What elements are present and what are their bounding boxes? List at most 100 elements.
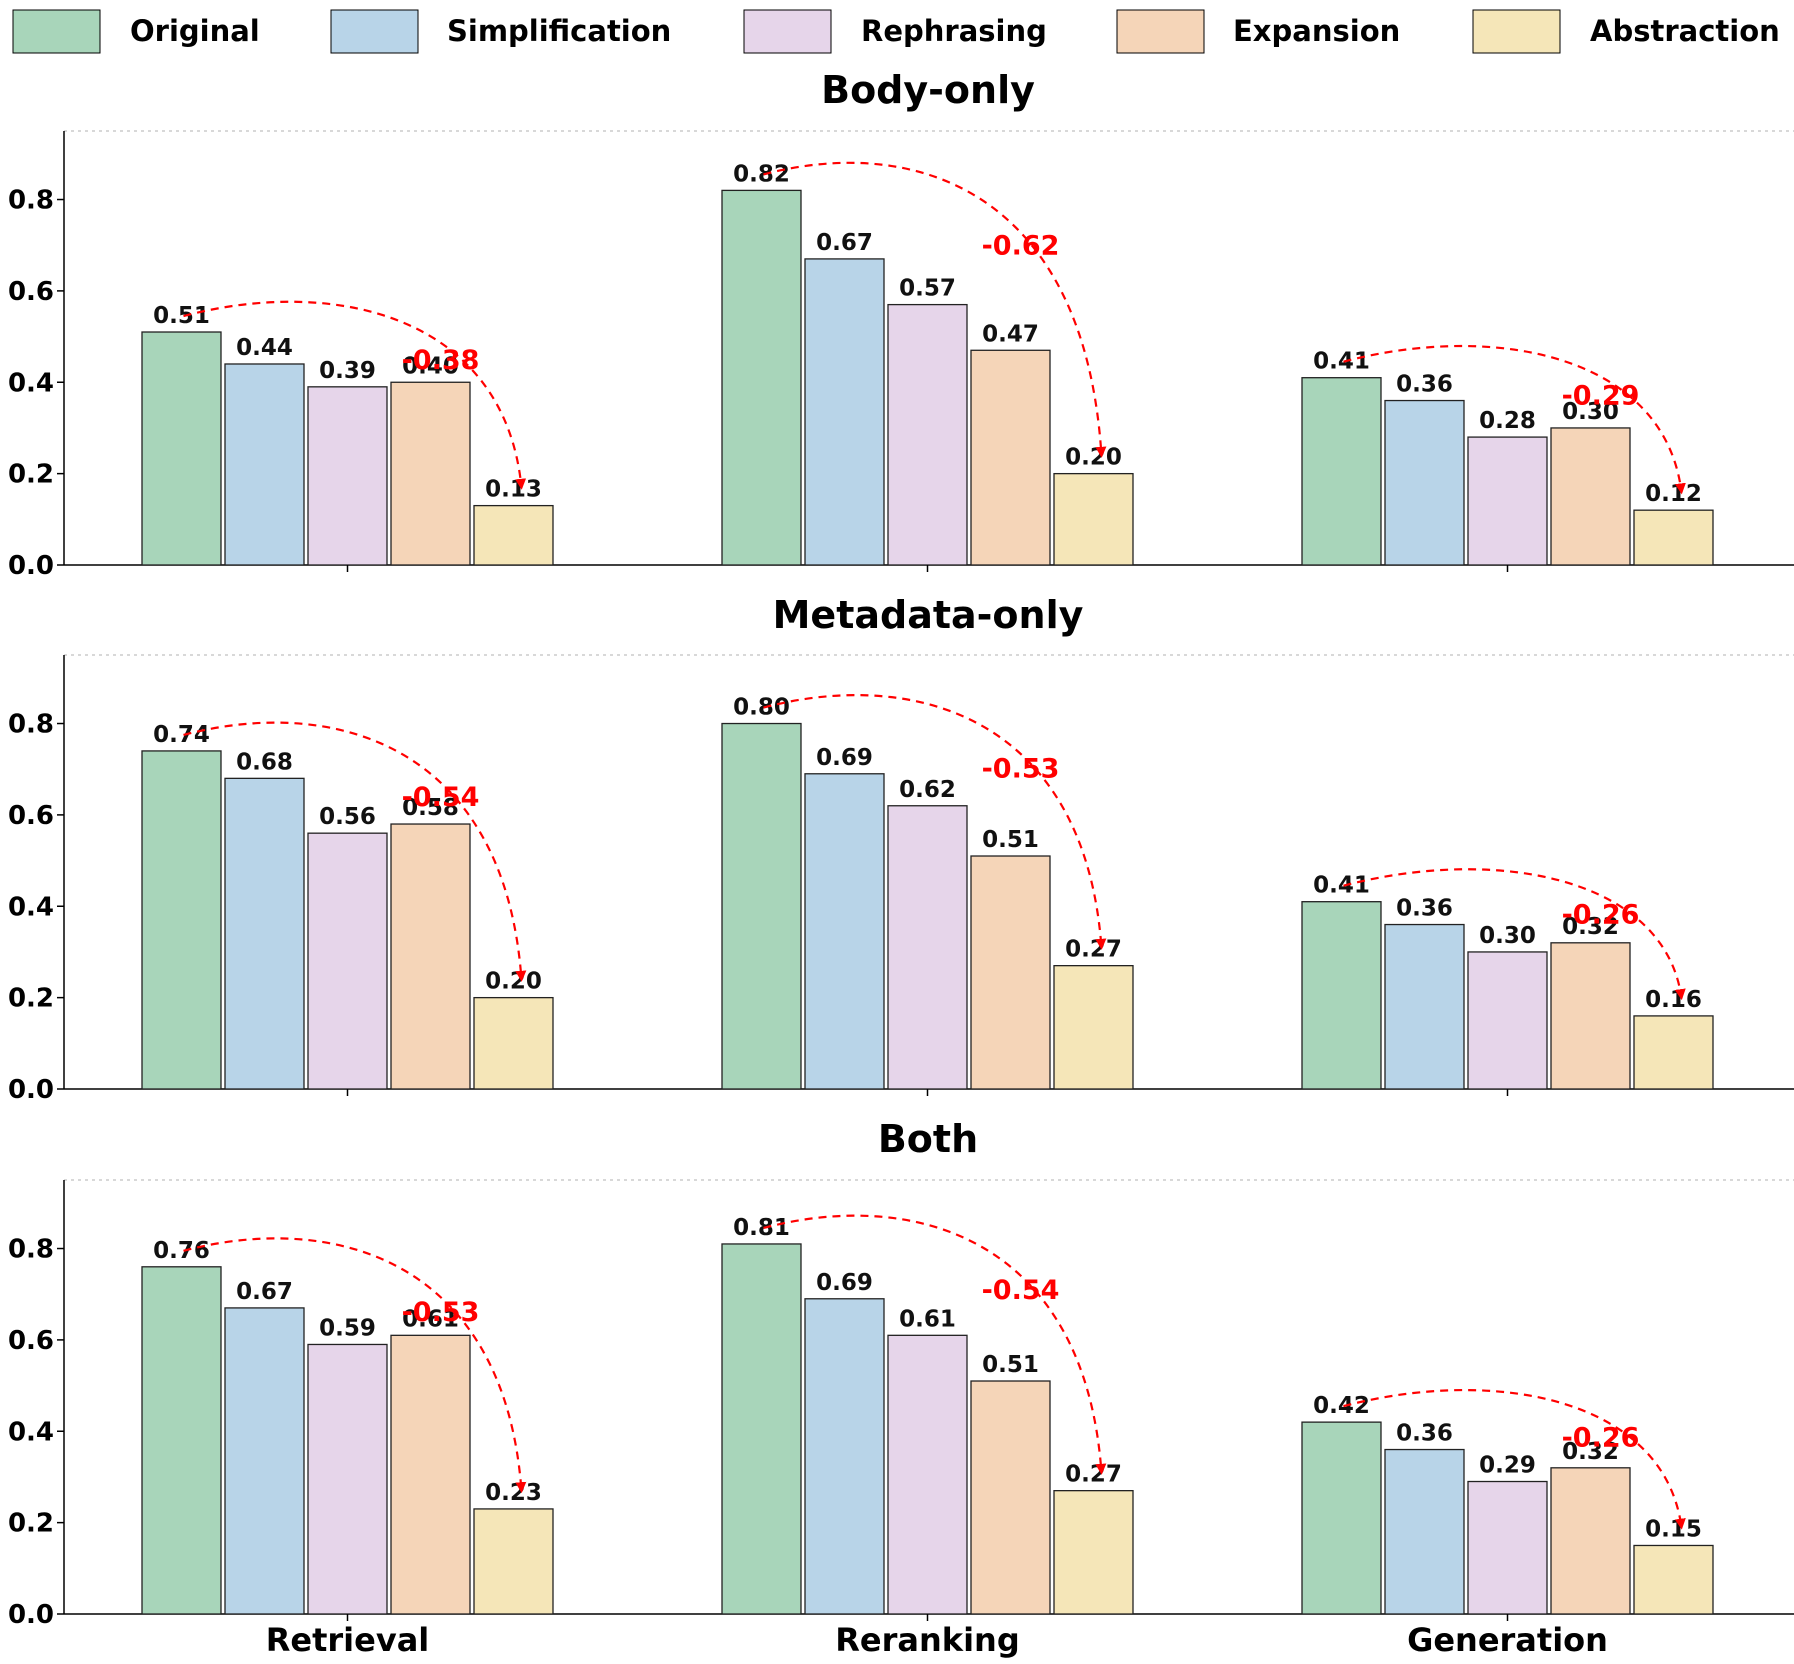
drop-arrow-metadata-only-retrieval xyxy=(183,721,527,982)
y-tick-label-both: 0.2 xyxy=(8,1509,54,1539)
value-label: 0.58 xyxy=(402,795,459,821)
drop-arrow-both-generation xyxy=(1343,1388,1686,1530)
value-label: 0.32 xyxy=(1562,914,1619,940)
drop-label-both-generation: -0.26 xyxy=(1562,1422,1640,1453)
value-label: 0.57 xyxy=(899,276,956,302)
bar-both-generation-simplification xyxy=(1384,1448,1465,1615)
value-label: 0.27 xyxy=(1065,937,1122,963)
bar-body-only-generation-simplification xyxy=(1384,399,1465,566)
legend-swatch-rephrasing xyxy=(743,9,832,54)
value-label: 0.69 xyxy=(816,1270,873,1296)
bar-both-generation-abstraction xyxy=(1633,1544,1714,1615)
drop-arrow-metadata-only-reranking xyxy=(763,694,1107,950)
legend-swatch-expansion xyxy=(1116,9,1205,54)
drop-arrow-both-retrieval xyxy=(183,1237,527,1494)
value-label: 0.56 xyxy=(319,804,376,830)
value-label: 0.27 xyxy=(1065,1462,1122,1488)
panel-title-metadata-only: Metadata-only xyxy=(773,593,1084,637)
y-tick-label-body-only: 0.2 xyxy=(8,460,54,490)
value-label: 0.12 xyxy=(1645,481,1702,507)
value-label: 0.30 xyxy=(1479,923,1536,949)
value-label: 0.80 xyxy=(733,695,790,721)
y-tick-label-both: 0.0 xyxy=(8,1600,54,1630)
y-tick-label-body-only: 0.0 xyxy=(8,551,54,581)
bar-both-reranking-rephrasing xyxy=(887,1334,968,1615)
value-label: 0.39 xyxy=(319,358,376,384)
bar-both-retrieval-abstraction xyxy=(473,1508,554,1615)
drop-label-metadata-only-generation: -0.26 xyxy=(1562,900,1640,931)
bar-both-reranking-abstraction xyxy=(1053,1490,1134,1615)
value-label: 0.28 xyxy=(1479,408,1536,434)
bar-body-only-retrieval-original xyxy=(141,331,222,566)
value-label: 0.51 xyxy=(982,1352,1039,1378)
y-tick-label-metadata-only: 0.8 xyxy=(8,710,54,740)
bar-metadata-only-retrieval-rephrasing xyxy=(307,832,388,1090)
bar-metadata-only-reranking-simplification xyxy=(804,773,885,1090)
value-label: 0.61 xyxy=(899,1306,956,1332)
legend-label-expansion: Expansion xyxy=(1233,14,1400,48)
y-tick-label-both: 0.4 xyxy=(8,1417,54,1447)
y-tick-label-both: 0.6 xyxy=(8,1326,54,1356)
bar-both-retrieval-simplification xyxy=(224,1307,305,1615)
bar-both-retrieval-rephrasing xyxy=(307,1343,388,1615)
x-category-label-retrieval: Retrieval xyxy=(266,1621,430,1659)
value-label: 0.29 xyxy=(1479,1453,1536,1479)
drop-arrow-metadata-only-generation xyxy=(1343,868,1686,1001)
drop-label-both-retrieval: -0.53 xyxy=(402,1297,480,1328)
y-tick-label-body-only: 0.8 xyxy=(8,186,54,216)
bar-body-only-reranking-rephrasing xyxy=(887,303,968,566)
value-label: 0.36 xyxy=(1396,896,1453,922)
bar-body-only-reranking-original xyxy=(721,189,802,566)
value-label: 0.67 xyxy=(816,230,873,256)
bar-body-only-reranking-expansion xyxy=(970,349,1051,566)
bar-body-only-retrieval-expansion xyxy=(390,381,471,566)
drop-label-metadata-only-retrieval: -0.54 xyxy=(402,782,480,813)
bar-metadata-only-reranking-expansion xyxy=(970,855,1051,1090)
bar-both-retrieval-expansion xyxy=(390,1334,471,1615)
value-label: 0.36 xyxy=(1396,1421,1453,1447)
drop-label-body-only-reranking: -0.62 xyxy=(982,231,1060,262)
y-tick-label-metadata-only: 0.6 xyxy=(8,801,54,831)
drop-arrow-body-only-generation xyxy=(1343,344,1686,495)
value-label: 0.68 xyxy=(236,749,293,775)
y-tick-label-body-only: 0.6 xyxy=(8,277,54,307)
bar-metadata-only-generation-original xyxy=(1301,901,1382,1090)
x-category-label-reranking: Reranking xyxy=(835,1621,1019,1659)
bar-both-reranking-expansion xyxy=(970,1380,1051,1615)
value-label: 0.61 xyxy=(402,1306,459,1332)
bar-metadata-only-reranking-rephrasing xyxy=(887,805,968,1090)
bar-both-retrieval-original xyxy=(141,1266,222,1615)
value-label: 0.30 xyxy=(1562,399,1619,425)
legend-swatch-simplification xyxy=(330,9,419,54)
drop-arrow-both-reranking xyxy=(763,1214,1107,1475)
bar-metadata-only-reranking-original xyxy=(721,722,802,1090)
value-label: 0.41 xyxy=(1313,349,1370,375)
value-label: 0.32 xyxy=(1562,1439,1619,1465)
bar-metadata-only-generation-abstraction xyxy=(1633,1015,1714,1090)
legend-label-simplification: Simplification xyxy=(447,14,671,48)
value-label: 0.62 xyxy=(899,777,956,803)
value-label: 0.40 xyxy=(402,353,459,379)
value-label: 0.59 xyxy=(319,1315,376,1341)
bar-metadata-only-reranking-abstraction xyxy=(1053,965,1134,1090)
bar-body-only-retrieval-simplification xyxy=(224,363,305,566)
drop-label-both-reranking: -0.54 xyxy=(982,1275,1060,1306)
bar-metadata-only-generation-expansion xyxy=(1550,942,1631,1090)
value-label: 0.20 xyxy=(485,969,542,995)
bar-metadata-only-retrieval-expansion xyxy=(390,823,471,1090)
value-label: 0.20 xyxy=(1065,445,1122,471)
value-label: 0.15 xyxy=(1645,1516,1702,1542)
drop-label-body-only-generation: -0.29 xyxy=(1562,380,1640,411)
value-label: 0.81 xyxy=(733,1215,790,1241)
drop-arrow-body-only-reranking xyxy=(763,161,1107,458)
y-tick-label-both: 0.8 xyxy=(8,1235,54,1265)
legend-swatch-original xyxy=(12,9,101,54)
panel-title-both: Both xyxy=(878,1117,978,1161)
bar-both-reranking-simplification xyxy=(804,1298,885,1615)
bar-both-generation-expansion xyxy=(1550,1467,1631,1615)
bar-metadata-only-retrieval-abstraction xyxy=(473,996,554,1090)
value-label: 0.44 xyxy=(236,335,293,361)
bar-both-generation-rephrasing xyxy=(1467,1480,1548,1615)
value-label: 0.42 xyxy=(1313,1393,1370,1419)
bar-both-reranking-original xyxy=(721,1243,802,1615)
